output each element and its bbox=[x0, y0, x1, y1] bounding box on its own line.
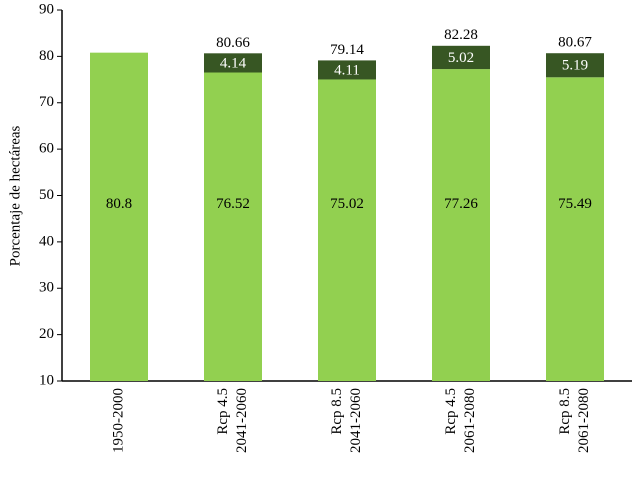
y-tick-label: 90 bbox=[39, 1, 54, 17]
y-tick-label: 10 bbox=[39, 372, 54, 388]
bar-segment bbox=[204, 72, 262, 382]
value-label: 80.8 bbox=[106, 196, 132, 212]
y-tick-label: 70 bbox=[39, 94, 54, 110]
y-tick-label: 40 bbox=[39, 233, 54, 249]
bar-segment bbox=[546, 77, 604, 381]
x-tick-label: Rcp 8.5 2061-2080 bbox=[557, 388, 592, 453]
x-tick-label: Rcp 4.5 2041-2060 bbox=[215, 388, 250, 453]
value-label: 5.19 bbox=[562, 58, 588, 74]
y-tick-label: 80 bbox=[39, 48, 54, 64]
y-tick-label: 50 bbox=[39, 187, 54, 203]
y-tick-label: 60 bbox=[39, 141, 54, 157]
value-label: 5.02 bbox=[448, 50, 474, 66]
total-label: 79.14 bbox=[330, 42, 364, 58]
bar-segment bbox=[546, 53, 604, 78]
y-tick-label: 30 bbox=[39, 280, 54, 296]
x-tick-label: Rcp 4.5 2061-2080 bbox=[443, 388, 478, 453]
bar-segment bbox=[318, 79, 376, 381]
value-label: 4.14 bbox=[220, 55, 247, 71]
value-label: 77.26 bbox=[444, 196, 478, 212]
value-label: 76.52 bbox=[216, 196, 250, 212]
total-label: 82.28 bbox=[444, 27, 478, 43]
total-label: 80.67 bbox=[558, 35, 592, 51]
value-label: 75.02 bbox=[330, 196, 364, 212]
bar-segment bbox=[204, 53, 262, 73]
bar-segment bbox=[318, 60, 376, 80]
value-label: 4.11 bbox=[334, 62, 360, 78]
x-tick-label: Rcp 8.5 2041-2060 bbox=[329, 388, 364, 453]
bar-segment bbox=[90, 52, 148, 381]
bar-segment bbox=[432, 45, 490, 70]
bar-segment bbox=[432, 69, 490, 381]
value-label: 75.49 bbox=[558, 196, 592, 212]
y-axis-label: Porcentaje de hectáreas bbox=[7, 125, 23, 266]
y-tick-label: 20 bbox=[39, 326, 54, 342]
total-label: 80.66 bbox=[216, 35, 250, 51]
x-tick-label: 1950-2000 bbox=[110, 388, 127, 453]
